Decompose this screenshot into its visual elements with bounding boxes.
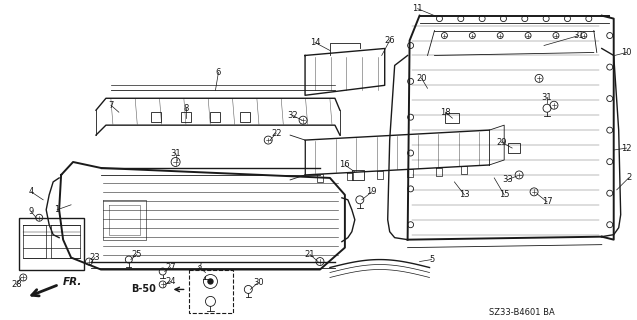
Text: 17: 17: [541, 197, 552, 206]
Text: 15: 15: [499, 190, 510, 199]
Bar: [210, 112, 220, 122]
Text: 24: 24: [166, 277, 176, 286]
Text: 8: 8: [183, 104, 189, 113]
Text: 33: 33: [502, 175, 513, 184]
Text: 4: 4: [29, 188, 34, 196]
Text: 21: 21: [304, 250, 315, 259]
Text: 12: 12: [622, 144, 632, 153]
Text: 27: 27: [166, 263, 176, 272]
Text: 31: 31: [573, 31, 584, 40]
Text: 9: 9: [29, 207, 34, 216]
Text: 13: 13: [459, 190, 469, 199]
Text: 1: 1: [55, 205, 60, 214]
Text: 20: 20: [417, 74, 427, 83]
FancyBboxPatch shape: [189, 269, 233, 313]
Bar: [181, 112, 190, 122]
Text: B-50: B-50: [131, 284, 155, 294]
Text: 18: 18: [440, 108, 451, 117]
Text: 10: 10: [622, 48, 632, 57]
Text: 28: 28: [11, 280, 22, 289]
Text: 23: 23: [90, 253, 100, 262]
Text: 22: 22: [271, 129, 282, 138]
Text: 31: 31: [541, 93, 552, 102]
FancyBboxPatch shape: [19, 218, 84, 269]
Text: 11: 11: [412, 4, 423, 13]
Bar: [352, 170, 364, 180]
Text: 29: 29: [496, 138, 506, 147]
Text: 2: 2: [626, 173, 631, 182]
Circle shape: [208, 279, 213, 284]
Text: 32: 32: [287, 111, 297, 120]
Text: 19: 19: [366, 188, 377, 196]
Bar: [445, 113, 459, 123]
Text: 25: 25: [132, 250, 142, 259]
Bar: [508, 143, 520, 153]
Text: FR.: FR.: [63, 277, 82, 287]
Text: 14: 14: [310, 38, 320, 47]
Text: 16: 16: [340, 160, 350, 170]
Text: 6: 6: [216, 68, 221, 77]
Text: 26: 26: [384, 36, 395, 45]
Text: 3: 3: [196, 262, 201, 271]
Text: SZ33-B4601 BA: SZ33-B4601 BA: [489, 308, 555, 317]
Text: 31: 31: [170, 148, 181, 157]
Text: 30: 30: [253, 278, 264, 287]
Bar: [240, 112, 250, 122]
Text: 7: 7: [108, 101, 113, 110]
Text: 5: 5: [429, 255, 434, 264]
Bar: [151, 112, 161, 122]
